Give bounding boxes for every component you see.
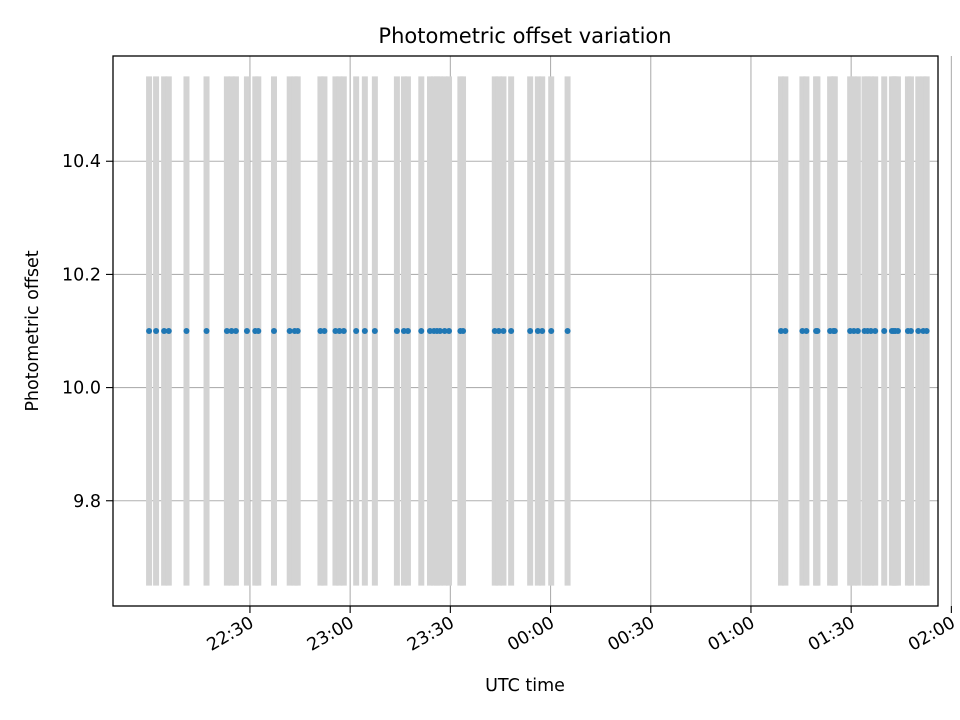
data-point xyxy=(803,328,810,334)
data-point xyxy=(894,328,901,334)
y-tick-label: 10.4 xyxy=(62,152,101,172)
data-point xyxy=(165,328,172,334)
data-point xyxy=(881,328,888,334)
data-point xyxy=(361,328,368,334)
data-point xyxy=(321,328,328,334)
data-point xyxy=(564,328,571,334)
data-point xyxy=(460,328,467,334)
y-tick-label: 10.2 xyxy=(62,265,101,285)
data-point xyxy=(923,328,930,334)
data-point xyxy=(436,328,443,334)
y-axis-ticks: 9.8 10.0 10.2 10.4 xyxy=(62,152,113,512)
data-point xyxy=(867,328,874,334)
data-point xyxy=(404,328,411,334)
data-point xyxy=(872,328,879,334)
data-point xyxy=(393,328,400,334)
data-point xyxy=(508,328,515,334)
data-point xyxy=(153,328,160,334)
data-point xyxy=(854,328,861,334)
data-point xyxy=(446,328,453,334)
data-point xyxy=(161,328,168,334)
data-point xyxy=(146,328,153,334)
data-point xyxy=(534,328,541,334)
data-point xyxy=(778,328,785,334)
data-point xyxy=(340,328,347,334)
data-point xyxy=(441,328,448,334)
data-point xyxy=(527,328,534,334)
data-point xyxy=(915,328,922,334)
data-point xyxy=(228,328,235,334)
data-point xyxy=(255,328,262,334)
data-point xyxy=(548,328,555,334)
data-point xyxy=(203,328,210,334)
y-axis-label: Photometric offset xyxy=(23,250,43,411)
data-point xyxy=(270,328,277,334)
data-point xyxy=(539,328,546,334)
data-point xyxy=(286,328,293,334)
data-point xyxy=(294,328,301,334)
plot-frame xyxy=(112,55,939,607)
data-point xyxy=(831,328,838,334)
y-tick-label: 10.0 xyxy=(62,379,101,399)
data-point xyxy=(223,328,230,334)
y-tick-label: 9.8 xyxy=(73,492,101,512)
data-point xyxy=(495,328,502,334)
data-point xyxy=(814,328,821,334)
data-point xyxy=(418,328,425,334)
chart-title: Photometric offset variation xyxy=(378,24,671,48)
data-point xyxy=(353,328,360,334)
data-points xyxy=(146,328,930,334)
data-point xyxy=(243,328,250,334)
data-point xyxy=(336,328,343,334)
data-point xyxy=(500,328,507,334)
data-point xyxy=(782,328,789,334)
x-axis-label: UTC time xyxy=(485,676,565,696)
data-point xyxy=(183,328,190,334)
data-point xyxy=(232,328,239,334)
data-point xyxy=(907,328,914,334)
data-point xyxy=(371,328,378,334)
